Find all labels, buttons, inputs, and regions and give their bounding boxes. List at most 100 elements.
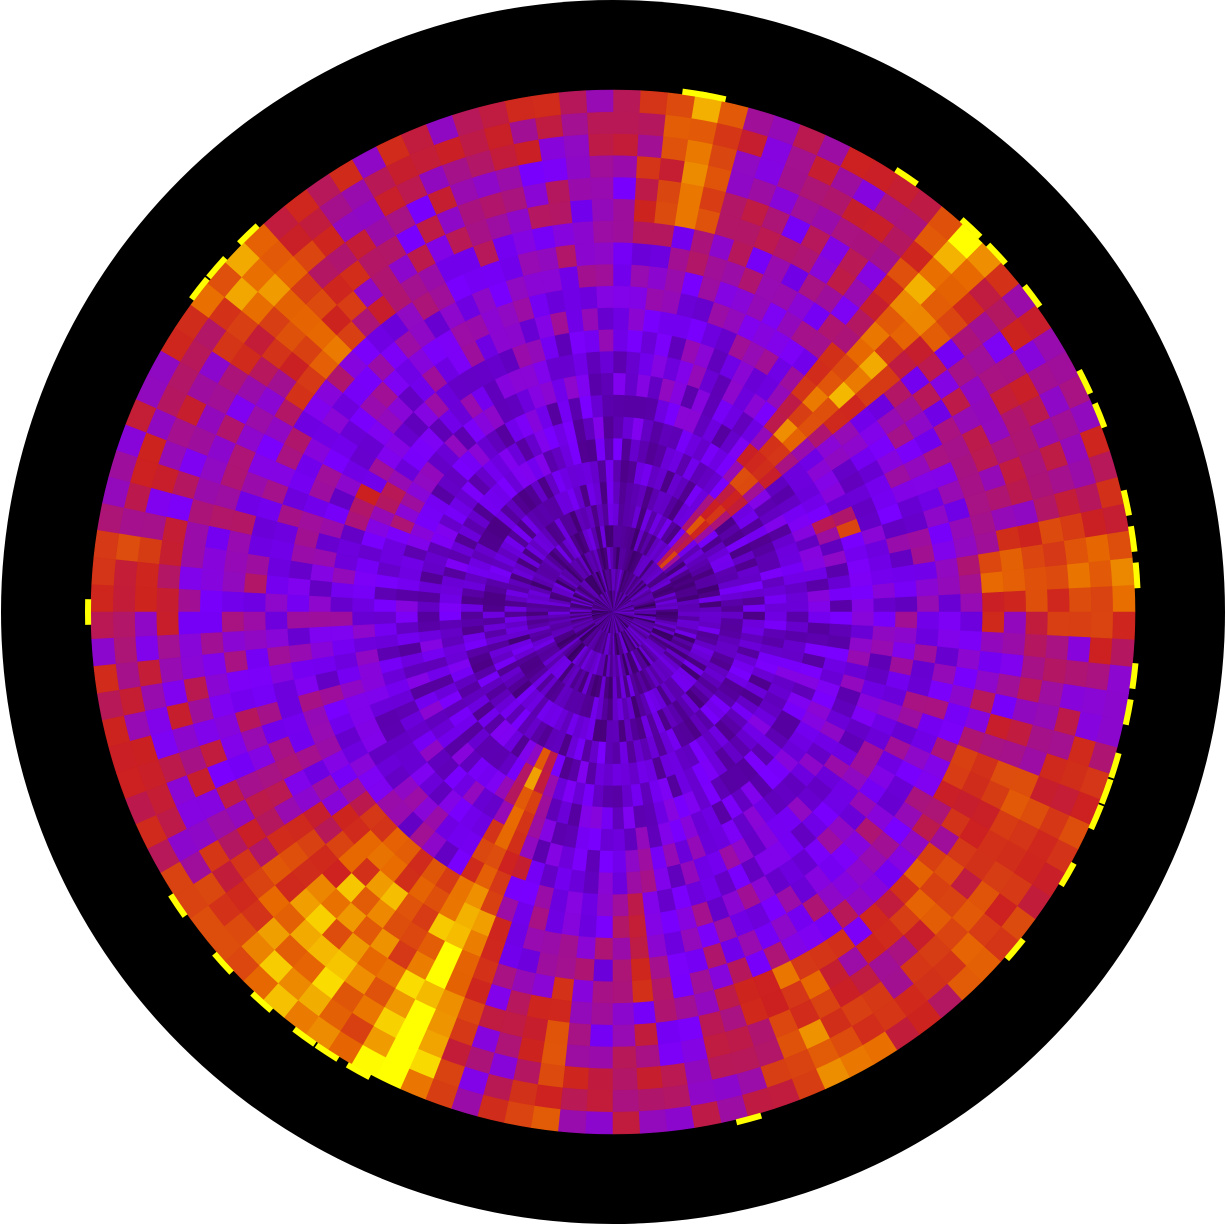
heatmap-cell [592, 980, 614, 1004]
heatmap-cell [612, 241, 633, 265]
heatmap-cell [602, 785, 614, 809]
heatmap-cell [680, 160, 709, 187]
heatmap-cell [636, 133, 664, 159]
heatmap-cell [1088, 559, 1113, 588]
heatmap-cell [178, 566, 203, 591]
heatmap-cell [635, 155, 662, 180]
heatmap-cell [595, 915, 614, 939]
heatmap-cell [242, 611, 266, 632]
heatmap-cell [974, 669, 1001, 694]
heatmap-cell [1110, 557, 1135, 587]
heatmap-cell [1038, 679, 1065, 708]
heatmap-cell [612, 176, 637, 200]
heatmap-cell [113, 559, 138, 588]
heatmap-cell [183, 521, 210, 548]
heatmap-cell [308, 626, 333, 645]
heatmap-cell [200, 632, 224, 656]
heatmap-cell [534, 114, 564, 140]
heatmap-cell [915, 627, 940, 647]
heatmap-cell [633, 199, 657, 223]
heatmap-cell [565, 890, 584, 916]
heatmap-cell [612, 1089, 640, 1113]
heatmap-cell [637, 1087, 666, 1112]
heatmap-cell [564, 155, 591, 180]
heatmap-cell [243, 629, 268, 651]
heatmap-cell [606, 698, 614, 722]
heatmap-cell [161, 516, 188, 545]
heatmap-cell [1085, 661, 1111, 691]
heatmap-cell [586, 111, 614, 135]
heatmap-cell [244, 648, 270, 671]
heatmap-cell [977, 550, 1003, 574]
heatmap-cell [531, 973, 556, 1000]
heatmap-cell [576, 264, 597, 288]
heatmap-cell [156, 634, 181, 661]
heatmap-cell [593, 241, 614, 265]
heatmap-cell [677, 611, 701, 617]
heatmap-cell [1002, 632, 1026, 656]
heatmap-cell [1042, 657, 1068, 684]
heatmap-cell [517, 160, 546, 187]
heatmap-cell [1066, 635, 1092, 663]
heatmap-cell [525, 607, 549, 613]
heatmap-cell [622, 394, 637, 418]
heatmap-cell [1003, 590, 1027, 613]
heatmap-cell [180, 543, 206, 570]
heatmap-cell [558, 90, 588, 115]
heatmap-cell [1045, 563, 1070, 590]
heatmap-cell [395, 600, 418, 613]
heatmap-cell [612, 785, 624, 809]
heatmap-cell [587, 1067, 614, 1091]
heatmap-cell [870, 638, 895, 657]
heatmap-cell [201, 547, 227, 572]
heatmap-cell [517, 1037, 546, 1064]
heatmap-cell [608, 676, 614, 700]
heatmap-cell [872, 582, 896, 599]
heatmap-cell [601, 807, 614, 830]
heatmap-cell [562, 133, 590, 159]
heatmap-cell [558, 933, 580, 959]
heatmap-cell [91, 557, 116, 587]
heatmap-cell [571, 220, 594, 245]
heatmap-cell [308, 611, 331, 629]
heatmap-cell [632, 979, 655, 1004]
heatmap-cell [204, 525, 231, 552]
heatmap-cell [621, 416, 634, 440]
heatmap-cell [602, 415, 614, 439]
heatmap-cell [938, 611, 962, 631]
heatmap-cell [612, 328, 629, 352]
heatmap-cell [569, 199, 593, 223]
heatmap-cell [743, 611, 766, 621]
heatmap-cell [612, 1002, 635, 1026]
heatmap-cell [612, 394, 625, 417]
heatmap-cell [592, 784, 605, 808]
heatmap-cell [596, 307, 614, 330]
heatmap-cell [90, 611, 114, 640]
heatmap-cell [594, 937, 614, 961]
heatmap-cell [1063, 659, 1090, 688]
heatmap-cell [112, 611, 136, 639]
heatmap-cell [1066, 561, 1092, 589]
heatmap-cell [895, 595, 918, 613]
heatmap-cell [155, 611, 179, 637]
heatmap-cell [373, 586, 398, 601]
outer-edge-mark [1129, 662, 1139, 690]
heatmap-cell [136, 659, 163, 688]
heatmap-cell [1038, 516, 1065, 545]
heatmap-cell [599, 350, 614, 374]
heatmap-cell [286, 611, 310, 630]
heatmap-cell [373, 611, 397, 625]
heatmap-cell [264, 593, 288, 613]
heatmap-cell [958, 573, 983, 595]
heatmap-cell [960, 592, 984, 613]
outer-edge-mark [1132, 562, 1141, 589]
heatmap-cell [286, 577, 311, 597]
heatmap-cell [638, 90, 668, 115]
heatmap-cell [416, 611, 440, 623]
heatmap-cell [223, 650, 249, 674]
heatmap-cell [612, 872, 629, 896]
heatmap-cell [113, 636, 138, 665]
heatmap-cell [653, 998, 678, 1024]
heatmap-cell [644, 287, 665, 312]
